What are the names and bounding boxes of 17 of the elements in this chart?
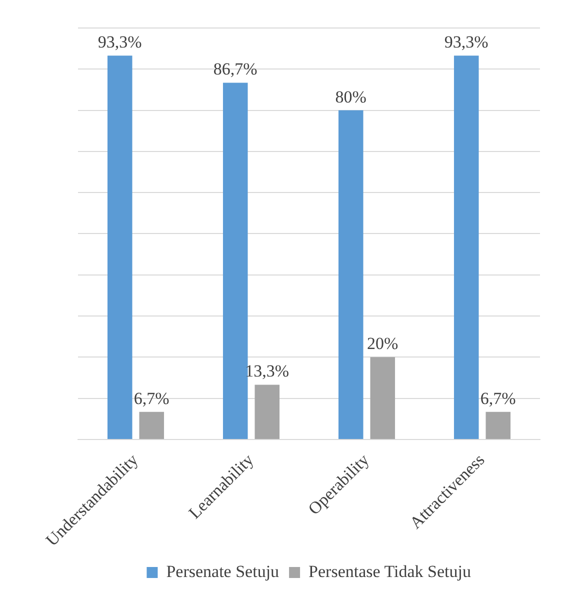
data-label: 80% (335, 87, 366, 106)
bar (338, 110, 364, 439)
data-label: 6,7% (480, 388, 516, 408)
data-label: 93,3% (98, 32, 142, 52)
data-label: 6,7% (134, 388, 170, 408)
legend-label: Persenate Setuju (166, 562, 280, 581)
bar (454, 56, 479, 439)
data-label: 20% (367, 334, 398, 354)
bar (139, 412, 164, 439)
legend-label: Persentase Tidak Setuju (308, 562, 472, 581)
bar (107, 56, 132, 439)
data-label: 93,3% (444, 32, 488, 52)
bar (254, 384, 280, 439)
bar (222, 82, 248, 439)
data-label: 86,7% (213, 60, 258, 79)
bar (370, 357, 396, 439)
bar (486, 412, 511, 439)
